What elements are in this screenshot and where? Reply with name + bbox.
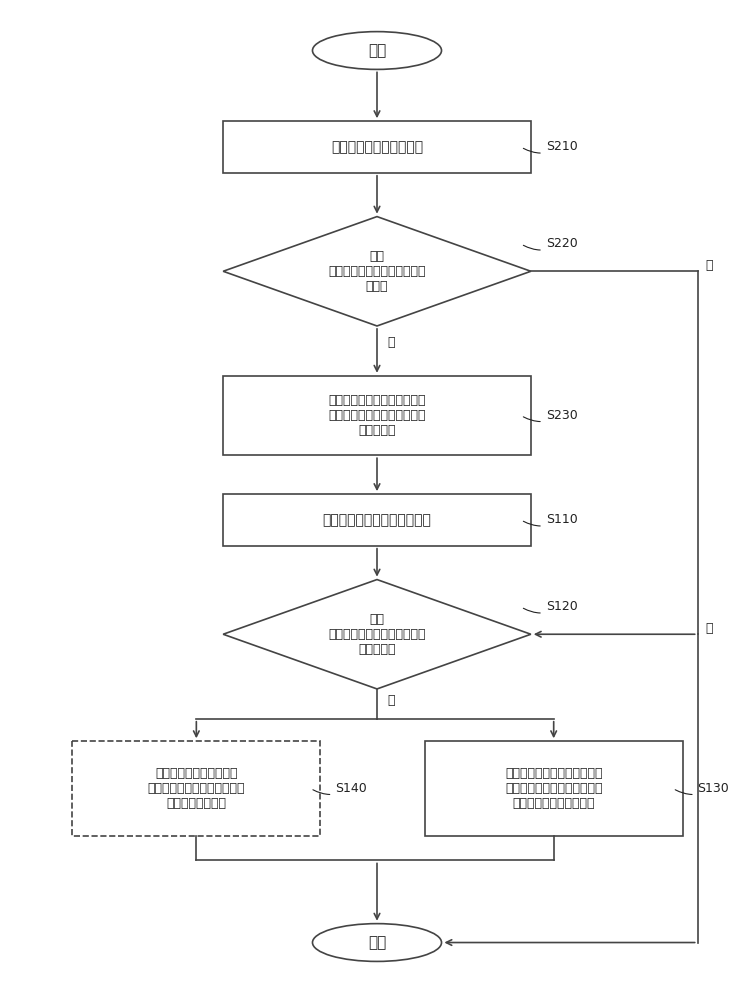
Bar	[223, 121, 531, 173]
Text: 结束: 结束	[368, 935, 386, 950]
Ellipse shape	[312, 924, 442, 961]
Text: 开始: 开始	[368, 43, 386, 58]
Text: 是: 是	[387, 694, 394, 707]
Text: 获取资产的运行参数指标: 获取资产的运行参数指标	[331, 140, 423, 154]
Bar	[223, 494, 531, 546]
Bar	[425, 741, 682, 836]
Text: 获取第一资产的运行参数指标: 获取第一资产的运行参数指标	[323, 513, 431, 527]
Bar	[223, 376, 531, 455]
Text: 否: 否	[706, 622, 713, 635]
Text: S110: S110	[523, 513, 578, 526]
Text: S130: S130	[676, 782, 729, 795]
Text: S210: S210	[523, 140, 578, 153]
Text: 在第一资产的运行参数指标满
足指标阈值条件的情况下，生
成告警事件: 在第一资产的运行参数指标满 足指标阈值条件的情况下，生 成告警事件	[328, 394, 426, 437]
Text: S120: S120	[523, 600, 578, 613]
Text: 否: 否	[706, 259, 713, 272]
Ellipse shape	[312, 32, 442, 69]
Text: S230: S230	[523, 409, 578, 422]
Text: 检测
运行参数指标是否满足告警事
件处理规则: 检测 运行参数指标是否满足告警事 件处理规则	[328, 613, 426, 656]
Text: 检测
运行参数指标是否满足指标阈
值规则: 检测 运行参数指标是否满足指标阈 值规则	[328, 250, 426, 293]
Text: S220: S220	[523, 237, 578, 250]
Polygon shape	[223, 580, 531, 689]
Polygon shape	[223, 217, 531, 326]
Text: 在运行参数指标满足第二
告警事件处理规则条件的情况
下，输出告警事件: 在运行参数指标满足第二 告警事件处理规则条件的情况 下，输出告警事件	[148, 767, 245, 810]
Text: 在运行参数指标满足第一告警
事件处理规则条件的情况下，
对告警事件进行自动修复: 在运行参数指标满足第一告警 事件处理规则条件的情况下， 对告警事件进行自动修复	[505, 767, 602, 810]
Bar	[72, 741, 320, 836]
Text: S140: S140	[313, 782, 367, 795]
Text: 是: 是	[387, 336, 394, 349]
